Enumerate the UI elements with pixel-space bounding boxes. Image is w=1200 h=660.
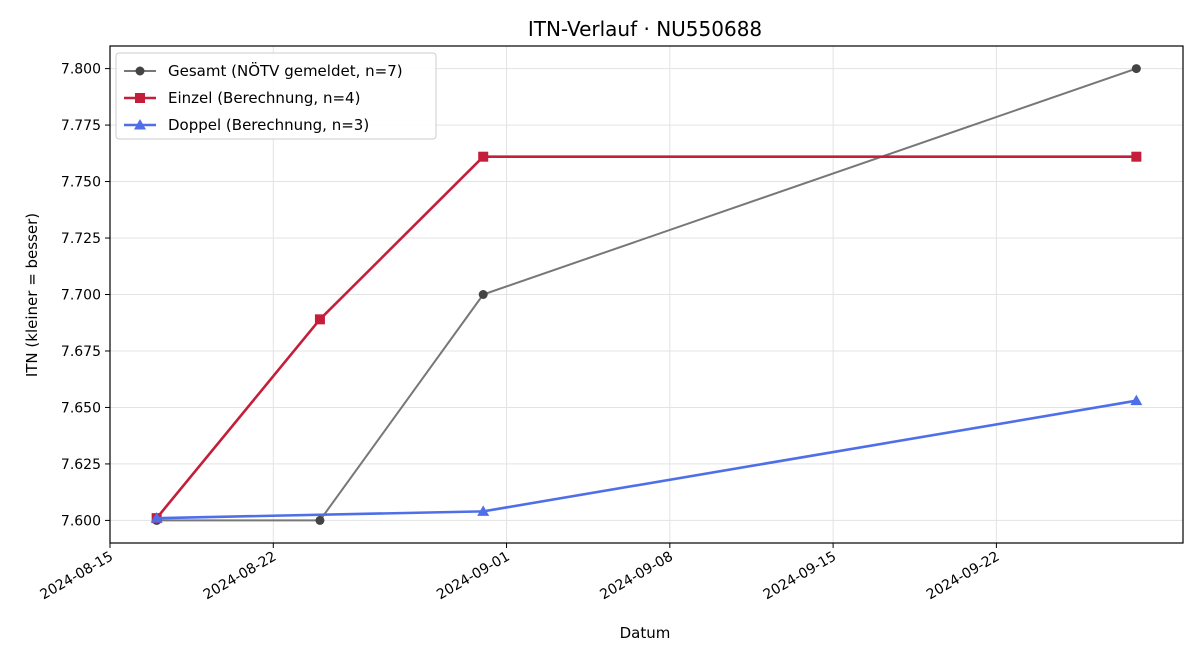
y-tick-label: 7.800 — [61, 62, 101, 78]
data-point — [1131, 151, 1142, 162]
x-tick-label: 2024-09-22 — [924, 549, 1002, 604]
legend-entry: Gesamt (NÖTV gemeldet, n=7) — [124, 61, 403, 80]
data-point — [1131, 64, 1141, 74]
data-point — [314, 314, 325, 325]
series-line — [155, 155, 1137, 519]
y-tick-label: 7.700 — [61, 288, 101, 304]
legend-label: Gesamt (NÖTV gemeldet, n=7) — [168, 61, 403, 80]
legend-label: Einzel (Berechnung, n=4) — [168, 89, 360, 107]
x-tick-label: 2024-08-15 — [38, 549, 116, 604]
legend: Gesamt (NÖTV gemeldet, n=7) Einzel (Berec… — [115, 52, 437, 140]
x-tick-label: 2024-09-08 — [597, 549, 675, 604]
legend-label: Doppel (Berechnung, n=3) — [168, 116, 369, 134]
series-layer — [150, 64, 1143, 525]
legend-box — [115, 52, 437, 140]
legend-marker — [135, 93, 145, 103]
y-tick-label: 7.775 — [61, 118, 101, 134]
y-axis: 7.600 7.625 7.650 7.675 7.700 7.725 7.750 7.775… — [61, 62, 110, 529]
series-line — [156, 399, 1137, 520]
y-tick-label: 7.675 — [61, 344, 101, 360]
data-point — [478, 151, 489, 162]
chart-title: ITN-Verlauf · NU550688 — [528, 17, 762, 41]
y-tick-label: 7.600 — [61, 513, 101, 529]
x-tick-label: 2024-09-15 — [761, 549, 839, 604]
data-point — [315, 515, 325, 525]
y-axis-label: ITN (kleiner = besser) — [23, 213, 41, 377]
legend-marker — [134, 119, 146, 130]
legend-marker — [135, 66, 145, 76]
data-point — [477, 505, 490, 516]
series-2 — [151, 151, 1142, 524]
series-line — [156, 67, 1137, 522]
legend-entry: Einzel (Berechnung, n=4) — [124, 89, 360, 107]
data-point — [1130, 394, 1143, 406]
data-point — [478, 290, 488, 299]
y-tick-label: 7.725 — [61, 231, 101, 247]
y-tick-label: 7.625 — [61, 457, 101, 473]
data-point — [150, 512, 163, 523]
x-tick-label: 2024-09-01 — [434, 549, 512, 604]
x-axis: 2024-08-15 2024-08-22 2024-09-01 2024-09-08… — [38, 543, 1002, 604]
x-axis-label: Datum — [620, 624, 671, 642]
y-tick-label: 7.650 — [61, 400, 101, 416]
x-tick-label: 2024-08-22 — [201, 549, 279, 604]
y-tick-label: 7.750 — [61, 175, 101, 191]
series-3 — [150, 394, 1143, 523]
legend-entry: Doppel (Berechnung, n=3) — [124, 116, 369, 134]
